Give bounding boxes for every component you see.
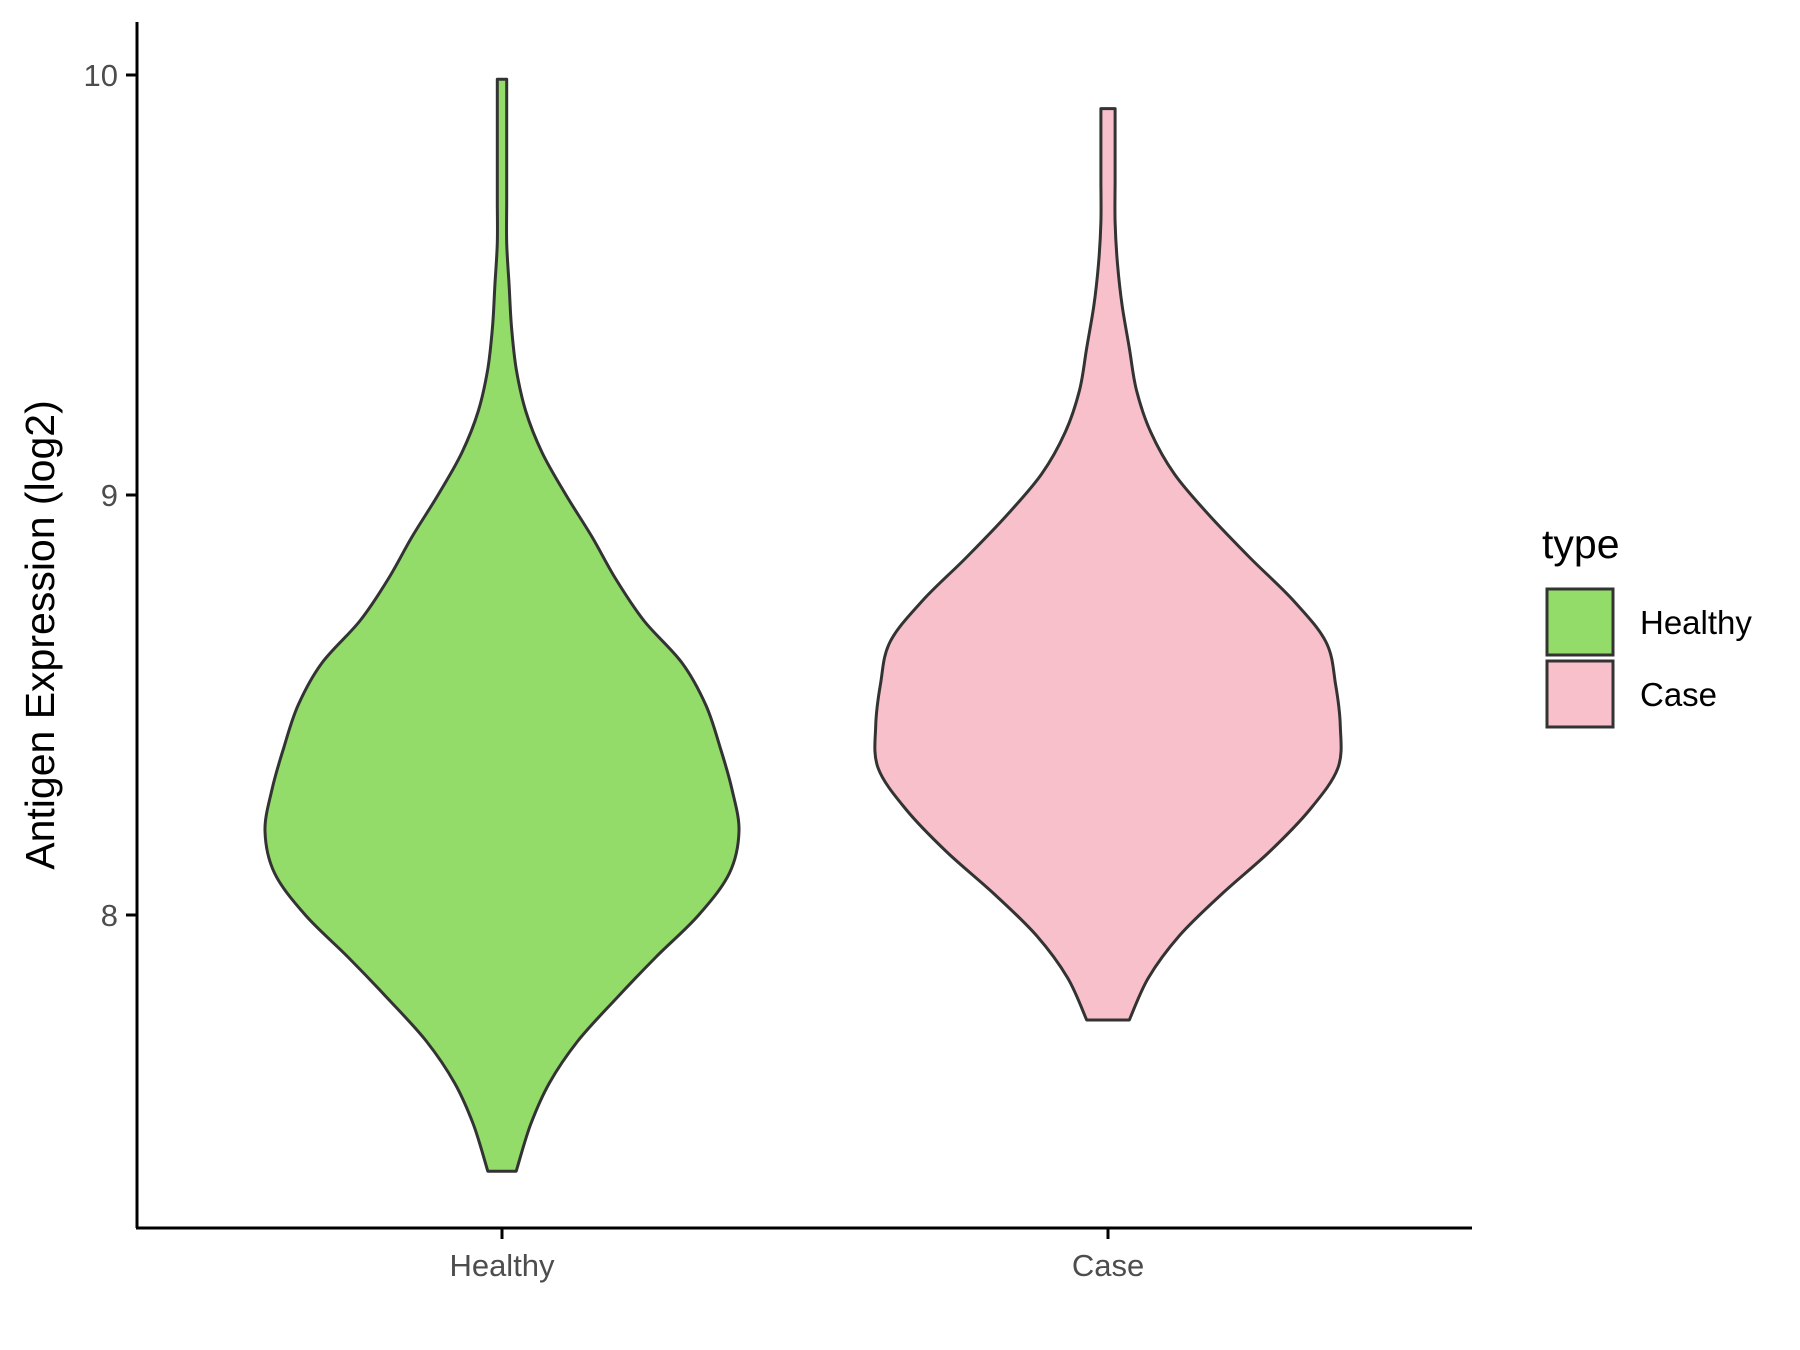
y-tick-label: 10 (84, 58, 118, 93)
plot-area (263, 77, 1343, 1173)
legend-label-healthy: Healthy (1640, 604, 1752, 641)
legend-swatch-healthy (1545, 587, 1615, 657)
y-ticks: 8 9 10 (84, 58, 137, 933)
legend-entries: Healthy Case (1545, 587, 1752, 729)
x-ticks: Healthy Case (449, 1228, 1144, 1283)
y-axis-title: Antigen Expression (log2) (17, 400, 63, 869)
violin-healthy (263, 77, 741, 1173)
legend-label-case: Case (1640, 676, 1717, 713)
legend: type Healthy Case (1542, 521, 1752, 729)
x-tick-label: Case (1072, 1248, 1144, 1283)
violin-case (873, 107, 1343, 1022)
y-tick-label: 8 (101, 898, 118, 933)
legend-title: type (1542, 521, 1620, 567)
legend-swatch-case (1545, 659, 1615, 729)
x-tick-label: Healthy (449, 1248, 555, 1283)
y-tick-label: 9 (101, 478, 118, 513)
